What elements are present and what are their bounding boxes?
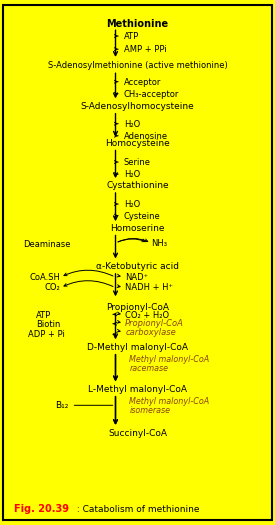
Text: S-Adenosylhomocysteine: S-Adenosylhomocysteine [81,101,194,111]
Text: CH₃-acceptor: CH₃-acceptor [124,90,179,99]
Text: isomerase: isomerase [129,406,170,415]
Text: carboxylase: carboxylase [125,328,176,337]
Text: Fig. 20.39: Fig. 20.39 [14,504,69,514]
Text: Serine: Serine [124,158,151,167]
Text: Homoserine: Homoserine [110,224,165,233]
Text: : Catabolism of methionine: : Catabolism of methionine [74,505,200,514]
Text: CO₂: CO₂ [45,283,60,292]
Text: ATP: ATP [124,32,139,41]
Text: Propionyl-CoA: Propionyl-CoA [125,319,184,328]
Text: Acceptor: Acceptor [124,78,161,87]
Text: Homocysteine: Homocysteine [105,139,170,148]
Text: H₂O: H₂O [124,120,140,129]
Text: AMP + PPi: AMP + PPi [124,45,166,55]
Text: B₁₂: B₁₂ [55,401,69,410]
Text: NADH + H⁺: NADH + H⁺ [125,283,173,292]
Text: CoA.SH: CoA.SH [30,272,60,282]
Text: D-Methyl malonyl-CoA: D-Methyl malonyl-CoA [87,343,188,352]
Text: racemase: racemase [129,364,168,373]
Text: Adenosine: Adenosine [124,132,168,141]
Text: α-Ketobutyric acid: α-Ketobutyric acid [96,262,179,271]
Text: L-Methyl malonyl-CoA: L-Methyl malonyl-CoA [88,385,187,394]
Text: S-Adenosylmethionine (active methionine): S-Adenosylmethionine (active methionine) [48,60,227,70]
Text: NH₃: NH₃ [151,238,167,248]
Text: Biotin: Biotin [36,320,60,329]
Text: H₂O: H₂O [124,170,140,180]
Text: CO₂ + H₂O: CO₂ + H₂O [125,310,169,320]
Text: ADP + Pi: ADP + Pi [28,330,64,340]
Text: Cysteine: Cysteine [124,212,161,221]
Text: Methyl malonyl-CoA: Methyl malonyl-CoA [129,355,210,364]
Text: Cystathionine: Cystathionine [106,181,169,190]
Text: NAD⁺: NAD⁺ [125,272,148,282]
Text: Methionine: Methionine [106,18,169,29]
Text: Propionyl-CoA: Propionyl-CoA [106,302,169,312]
Text: Methyl malonyl-CoA: Methyl malonyl-CoA [129,397,210,406]
Text: ATP: ATP [36,310,51,320]
Text: Deaminase: Deaminase [23,239,70,249]
Text: H₂O: H₂O [124,200,140,209]
Text: Succinyl-CoA: Succinyl-CoA [108,428,167,438]
